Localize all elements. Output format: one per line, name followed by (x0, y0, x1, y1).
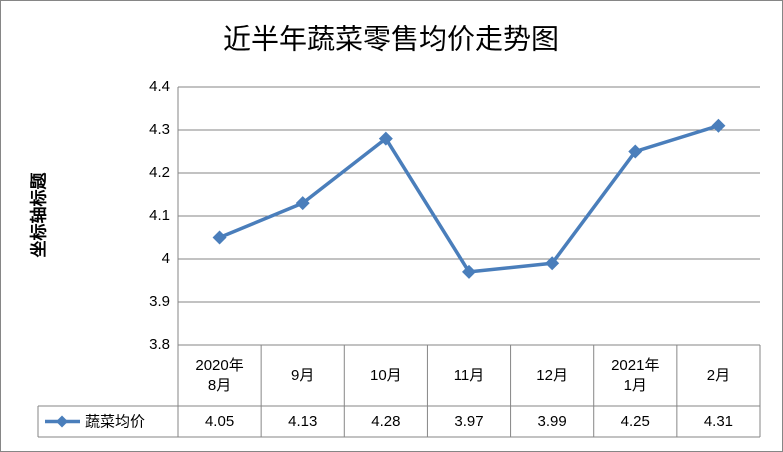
y-tick-label: 4.1 (149, 207, 170, 224)
y-tick-label: 4.4 (149, 78, 170, 95)
chart-title: 近半年蔬菜零售均价走势图 (223, 23, 559, 56)
x-tick-label: 11月 (453, 366, 485, 384)
table-value: 3.97 (454, 412, 484, 430)
marker (462, 264, 476, 279)
y-tick-label: 3.9 (149, 293, 170, 310)
table-value: 4.25 (620, 412, 650, 430)
marker (295, 196, 310, 211)
y-tick-label: 4.2 (149, 164, 170, 181)
x-tick-label: 2020年 8月 (195, 356, 244, 394)
marker (628, 144, 643, 159)
table-value: 4.31 (703, 412, 734, 430)
table-value: 4.28 (371, 412, 401, 430)
marker (545, 256, 560, 271)
marker (212, 230, 227, 245)
legend-marker (56, 415, 68, 428)
x-tick-label: 2月 (706, 366, 731, 384)
y-tick-label: 4.3 (149, 121, 170, 138)
marker (711, 118, 726, 133)
marker (378, 131, 393, 146)
legend-label: 蔬菜均价 (85, 413, 145, 430)
y-axis-label: 坐标轴标题 (29, 172, 50, 258)
table-value: 4.13 (288, 412, 318, 430)
x-tick-label: 12月 (536, 366, 568, 384)
table-value: 3.99 (537, 412, 567, 430)
x-tick-label: 2021年 1月 (611, 356, 660, 394)
x-tick-label: 9月 (291, 366, 315, 384)
y-tick-label: 4 (162, 250, 170, 267)
x-tick-label: 10月 (370, 366, 402, 384)
table-value: 4.05 (204, 412, 235, 430)
y-tick-label: 3.8 (149, 336, 170, 353)
